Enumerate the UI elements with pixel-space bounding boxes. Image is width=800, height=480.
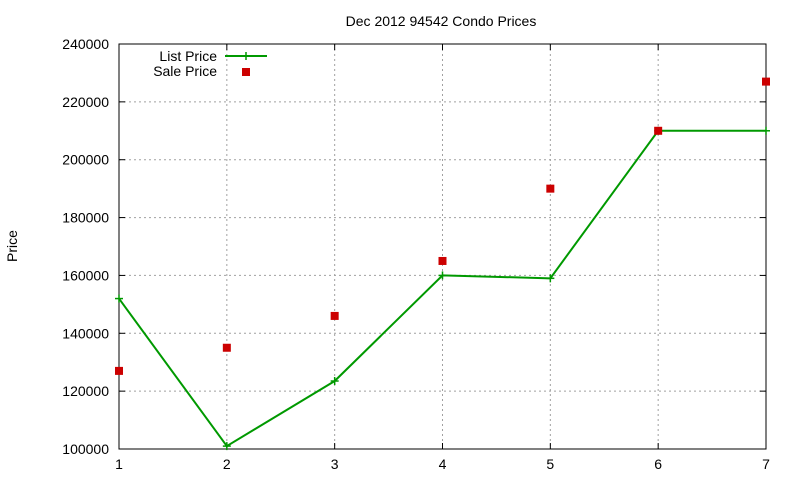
sale-price-point xyxy=(222,343,231,352)
legend-sample-sale-price xyxy=(242,68,250,76)
x-tick-label: 2 xyxy=(223,456,231,472)
legend-label-list-price: List Price xyxy=(159,48,217,64)
list-price-point xyxy=(762,126,770,135)
y-axis-label: Price xyxy=(4,230,20,262)
sale-price-point xyxy=(438,256,447,265)
list-price-point xyxy=(222,442,231,451)
x-tick-label: 5 xyxy=(546,456,554,472)
x-tick-label: 3 xyxy=(331,456,339,472)
y-tick-label: 200000 xyxy=(62,152,109,168)
grid xyxy=(119,44,766,449)
sale-price-point xyxy=(330,311,339,320)
x-tick-label: 4 xyxy=(439,456,447,472)
sale-price-point xyxy=(546,184,555,193)
y-tick-label: 140000 xyxy=(62,325,109,341)
y-tick-label: 240000 xyxy=(62,36,109,52)
axes: 100000 120000 140000 160000 180000 200000 2200… xyxy=(62,36,770,472)
legend-label-sale-price: Sale Price xyxy=(153,63,217,79)
y-tick-label: 160000 xyxy=(62,267,109,283)
sale-price-point xyxy=(654,126,663,135)
list-price-point xyxy=(438,271,447,280)
plot-border xyxy=(118,43,767,450)
legend: List Price Sale Price xyxy=(153,48,267,79)
y-tick-label: 220000 xyxy=(62,94,109,110)
list-price-point xyxy=(115,294,123,303)
y-tick-label: 180000 xyxy=(62,210,109,226)
y-tick-label: 100000 xyxy=(62,441,109,457)
list-price-point xyxy=(546,274,555,283)
list-price-point xyxy=(330,377,339,386)
x-tick-label: 6 xyxy=(654,456,662,472)
list-price-line xyxy=(118,129,766,448)
y-tick-label: 120000 xyxy=(62,383,109,399)
x-tick-label: 1 xyxy=(115,456,123,472)
sale-price-point xyxy=(115,366,123,375)
x-tick-label: 7 xyxy=(762,456,770,472)
sale-price-point xyxy=(762,77,770,86)
series xyxy=(115,77,770,451)
chart-title: Dec 2012 94542 Condo Prices xyxy=(346,13,537,29)
